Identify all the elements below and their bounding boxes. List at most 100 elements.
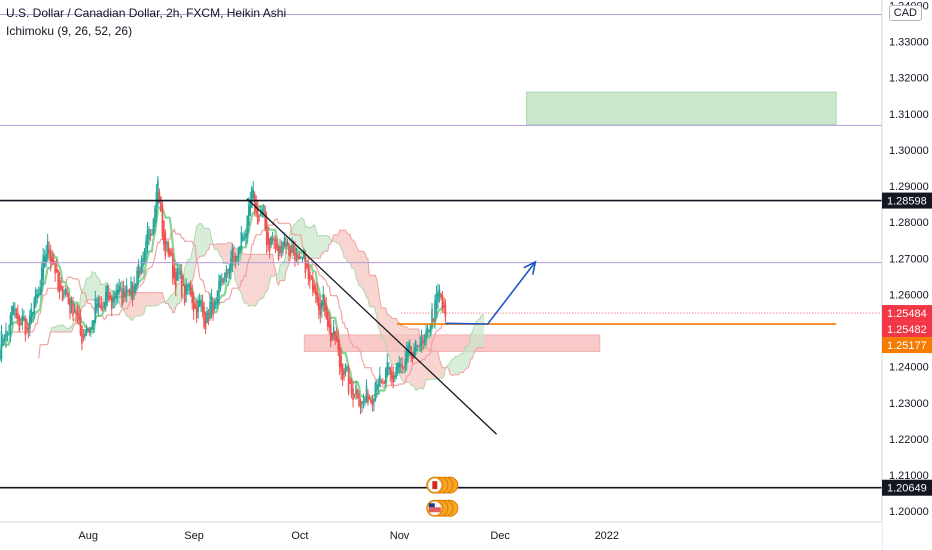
candle-body xyxy=(97,298,100,308)
candle xyxy=(225,265,228,283)
candle xyxy=(242,232,244,243)
candle xyxy=(431,303,433,330)
candle-body xyxy=(440,293,442,298)
candle xyxy=(72,296,74,321)
cloud-segment xyxy=(426,342,428,380)
candle xyxy=(161,200,164,241)
candle xyxy=(61,285,64,302)
candle-body xyxy=(402,366,405,368)
cloud-segment xyxy=(59,325,62,333)
candle xyxy=(174,267,177,297)
candle xyxy=(176,262,179,282)
candle xyxy=(298,252,301,260)
cloud-segment xyxy=(427,349,430,380)
candle xyxy=(420,329,423,353)
cloud-segment xyxy=(326,235,328,252)
cloud-segment xyxy=(247,254,249,307)
candle-body xyxy=(158,192,161,203)
candle-body xyxy=(350,382,353,395)
symbol-legend[interactable]: U.S. Dollar / Canadian Dollar, 2h, FXCM,… xyxy=(6,6,287,20)
candle-body xyxy=(14,308,16,311)
price-tick-label: 1.26000 xyxy=(889,289,929,301)
candle xyxy=(100,296,103,312)
candle-body xyxy=(237,247,240,258)
candle-body xyxy=(286,242,289,245)
candle xyxy=(219,275,222,292)
candle-body xyxy=(21,315,24,325)
candle xyxy=(435,285,438,318)
candle xyxy=(20,317,22,326)
candle xyxy=(393,374,396,382)
candle-body xyxy=(212,302,214,316)
candle xyxy=(209,292,211,321)
candle-body xyxy=(213,301,216,310)
candle-body xyxy=(380,380,383,383)
candle xyxy=(274,235,277,254)
currency-badge[interactable]: CAD xyxy=(888,5,922,21)
candle-body xyxy=(429,323,432,332)
candle xyxy=(137,259,140,286)
price-badge xyxy=(882,337,932,354)
candle xyxy=(440,292,442,301)
candle-body xyxy=(349,380,351,384)
candle xyxy=(46,233,49,262)
candle-body xyxy=(28,316,31,330)
candle xyxy=(380,378,383,384)
candle xyxy=(258,214,261,222)
candle-body xyxy=(304,253,307,273)
candle xyxy=(389,366,392,382)
candle-body xyxy=(313,284,316,290)
candle xyxy=(84,329,86,340)
cloud-segment xyxy=(138,292,141,316)
candle-body xyxy=(312,276,314,293)
candle xyxy=(66,286,68,298)
candle-body xyxy=(367,393,369,403)
candle-body xyxy=(307,265,310,279)
candle-body xyxy=(203,306,205,328)
candle-body xyxy=(306,263,308,267)
candle xyxy=(146,222,149,254)
candle-body xyxy=(426,328,429,337)
candle-body xyxy=(364,398,366,403)
candle xyxy=(244,228,247,245)
time-label: Oct xyxy=(291,530,308,542)
indicator-legend[interactable]: Ichimoku (9, 26, 52, 26) xyxy=(6,24,133,38)
candle-body xyxy=(401,364,404,369)
cloud-segment xyxy=(402,325,404,383)
candle-body xyxy=(48,249,50,254)
candle-body xyxy=(107,292,110,300)
candle-body xyxy=(231,247,234,265)
candle xyxy=(334,330,336,346)
cloud-segment xyxy=(160,292,163,304)
cloud-segment xyxy=(271,254,273,277)
candle-body xyxy=(377,384,380,389)
candle-body xyxy=(110,296,113,309)
cloud-segment xyxy=(256,254,258,306)
price-tick-label: 1.23000 xyxy=(889,398,929,410)
candle-body xyxy=(40,267,43,292)
candle-body xyxy=(340,355,342,372)
candle xyxy=(332,320,335,341)
candle xyxy=(368,394,371,401)
candle xyxy=(23,309,25,322)
candle xyxy=(39,279,42,296)
candle xyxy=(300,256,302,259)
price-badge-label: 1.25482 xyxy=(887,324,927,336)
candle xyxy=(43,249,46,269)
cloud-segment xyxy=(375,275,377,317)
price-tick-label: 1.31000 xyxy=(889,109,929,121)
candle-body xyxy=(9,315,12,334)
candle xyxy=(30,302,33,324)
candle xyxy=(280,240,283,258)
candle-body xyxy=(337,338,339,350)
cloud-segment xyxy=(220,243,222,257)
candle xyxy=(194,301,196,309)
candle xyxy=(382,378,384,386)
cloud-segment xyxy=(283,261,285,281)
candle xyxy=(221,273,223,287)
price-badge xyxy=(882,305,932,322)
candle-body xyxy=(310,276,313,278)
candle xyxy=(286,238,289,247)
